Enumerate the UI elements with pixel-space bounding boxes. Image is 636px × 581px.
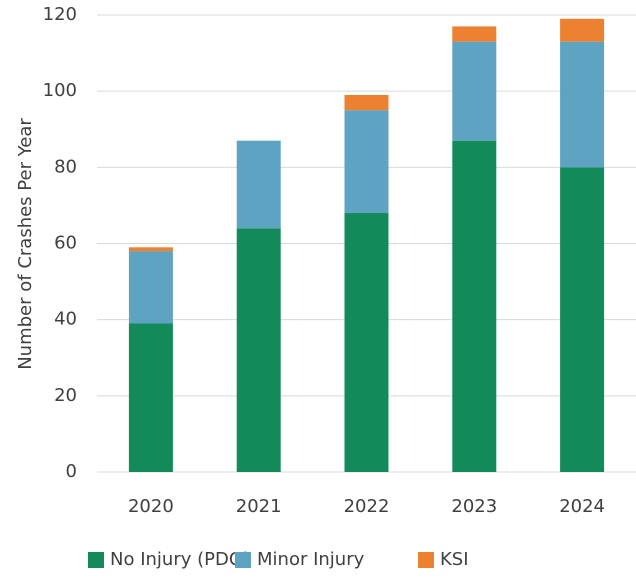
y-tick-label: 40 [54, 309, 77, 330]
y-tick-label: 0 [66, 461, 77, 482]
legend-label: KSI [440, 549, 469, 570]
bar-segment [344, 94, 389, 111]
x-tick-label: 2021 [236, 496, 282, 517]
y-tick-label: 100 [43, 80, 77, 101]
x-tick-label: 2020 [128, 496, 174, 517]
x-tick-label: 2024 [559, 496, 605, 517]
y-axis-label: Number of Crashes Per Year [15, 118, 36, 370]
y-tick-label: 20 [54, 385, 77, 406]
legend-label: No Injury (PDO) [110, 549, 250, 570]
x-tick-label: 2022 [344, 496, 390, 517]
bar-segment [452, 140, 497, 473]
bar-segment [344, 213, 389, 473]
legend-swatch [418, 552, 434, 568]
legend-swatch [88, 552, 104, 568]
bar-segment [560, 41, 605, 168]
bar-segment [452, 26, 497, 42]
bar-segment [128, 251, 173, 324]
legend-label: Minor Injury [257, 549, 365, 570]
y-tick-label: 80 [54, 156, 77, 177]
bar-segment [344, 110, 389, 214]
y-tick-label: 120 [43, 4, 77, 25]
bar-segment [128, 323, 173, 472]
bar-segment [560, 167, 605, 473]
bar-segment [560, 18, 605, 42]
y-tick-label: 60 [54, 233, 77, 254]
bar-segment [236, 228, 281, 472]
bar-segment [236, 140, 281, 229]
bar-segment [452, 41, 497, 141]
bar-segment [128, 247, 173, 252]
x-tick-label: 2023 [451, 496, 497, 517]
legend-swatch [235, 552, 251, 568]
